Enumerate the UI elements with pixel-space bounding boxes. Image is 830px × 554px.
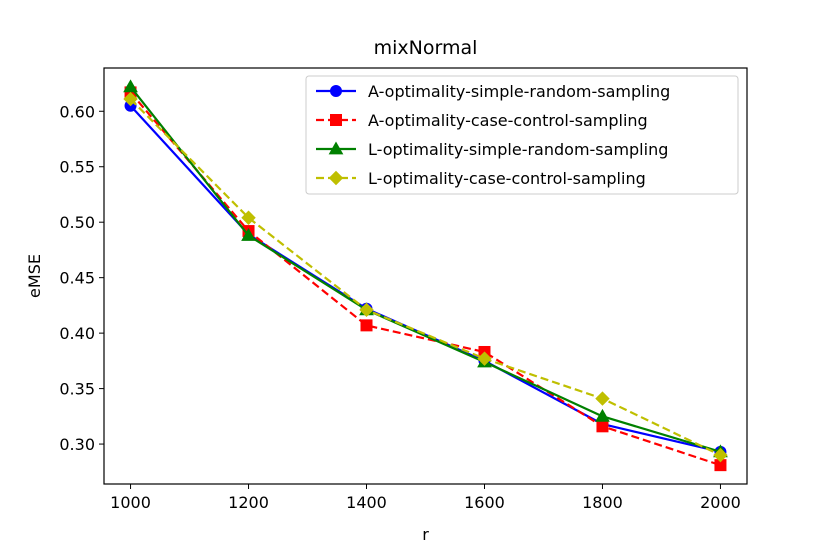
- plot-area-frame: [103, 67, 748, 485]
- data-point-diamond: [241, 210, 256, 225]
- y-tick-label: 0.40: [59, 324, 95, 343]
- y-tick-label: 0.35: [59, 380, 95, 399]
- data-point-square: [596, 420, 609, 433]
- legend: A-optimality-simple-random-sampling A-opt…: [305, 75, 739, 195]
- legend-marker-triangle: [328, 141, 344, 155]
- y-tick-label: 0.55: [59, 158, 95, 177]
- data-point-diamond: [713, 447, 728, 463]
- x-axis-label: r: [422, 525, 429, 544]
- y-tick-label: 0.50: [59, 213, 95, 232]
- y-tick-label: 0.30: [59, 435, 95, 454]
- y-axis-label: eMSE: [25, 254, 44, 298]
- data-point-square: [360, 319, 373, 332]
- y-tick-label: 0.60: [59, 102, 95, 121]
- legend-label: A-optimality-simple-random-sampling: [368, 82, 670, 101]
- legend-marker-diamond: [328, 170, 344, 186]
- x-tick-label: 1200: [228, 493, 269, 512]
- legend-box: [305, 75, 739, 195]
- data-point-diamond: [123, 91, 138, 107]
- series-layer: [123, 79, 728, 472]
- legend-label: L-optimality-simple-random-sampling: [368, 140, 668, 159]
- x-tick-label: 1800: [582, 493, 623, 512]
- x-axis: 1000 1200 1400 1600 1800 2000: [110, 484, 741, 512]
- legend-entry-3: L-optimality-simple-random-sampling: [316, 140, 668, 159]
- x-tick-label: 2000: [700, 493, 741, 512]
- legend-marker-square: [330, 114, 342, 126]
- legend-entry-2: A-optimality-case-control-sampling: [316, 111, 648, 130]
- x-tick-label: 1000: [110, 493, 151, 512]
- data-point-triangle: [241, 228, 256, 241]
- chart-title: mixNormal: [374, 37, 478, 59]
- legend-label: A-optimality-case-control-sampling: [368, 111, 648, 130]
- series-line: [129, 86, 721, 453]
- x-tick-label: 1400: [346, 493, 387, 512]
- y-tick-label: 0.45: [59, 269, 95, 288]
- legend-entry-1: A-optimality-simple-random-sampling: [316, 82, 670, 101]
- series-4: [123, 91, 728, 463]
- series-line: [129, 91, 721, 467]
- data-point-triangle: [595, 408, 610, 422]
- legend-label: L-optimality-case-control-sampling: [368, 169, 646, 188]
- y-axis: 0.30 0.35 0.40 0.45 0.50 0.55 0.60: [59, 102, 104, 454]
- data-point-diamond: [477, 351, 492, 366]
- legend-marker-circle: [330, 85, 342, 97]
- legend-entry-4: L-optimality-case-control-sampling: [316, 169, 646, 188]
- series-line: [129, 98, 721, 457]
- x-tick-label: 1600: [464, 493, 505, 512]
- data-point-diamond: [359, 302, 374, 318]
- data-point-triangle: [123, 79, 138, 93]
- data-point-diamond: [595, 391, 610, 406]
